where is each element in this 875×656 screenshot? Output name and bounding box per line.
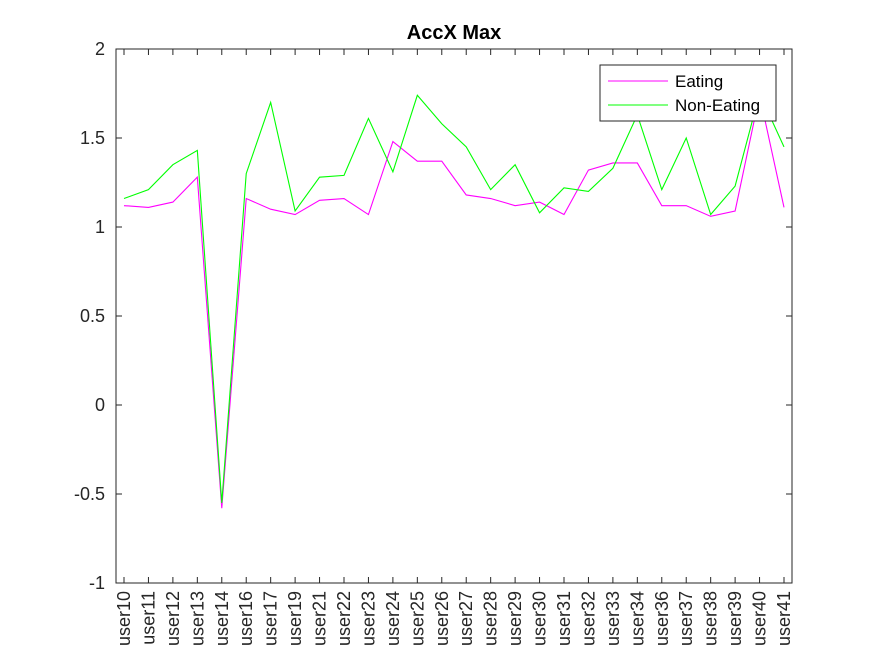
x-tick-label: user14: [212, 591, 232, 646]
x-tick-label: user36: [652, 591, 672, 646]
x-tick-label: user31: [554, 591, 574, 646]
x-tick-label: user24: [383, 591, 403, 646]
x-tick-label: user12: [163, 591, 183, 646]
y-tick-label: 0: [95, 395, 105, 415]
x-tick-label: user32: [578, 591, 598, 646]
y-tick-label: -0.5: [74, 484, 105, 504]
x-tick-label: user33: [603, 591, 623, 646]
x-tick-label: user34: [627, 591, 647, 646]
x-tick-label: user26: [432, 591, 452, 646]
x-tick-label: user22: [334, 591, 354, 646]
series-layer: [123, 91, 785, 509]
x-tick-label: user30: [530, 591, 550, 646]
legend: Eating Non-Eating: [599, 64, 777, 122]
x-tick-label: user10: [114, 591, 134, 646]
plot-area: [116, 49, 792, 583]
y-tick-label: 1: [95, 217, 105, 237]
legend-label: Eating: [675, 72, 723, 91]
x-tick-label: user25: [407, 591, 427, 646]
chart-title: AccX Max: [407, 22, 502, 44]
x-tick-label: user16: [236, 591, 256, 646]
legend-label: Non-Eating: [675, 96, 760, 115]
x-tick-label: user41: [774, 591, 794, 646]
series-line-non-eating: [123, 91, 785, 503]
y-tick-label: 2: [95, 39, 105, 59]
x-tick-label: user27: [456, 591, 476, 646]
x-tick-label: user38: [701, 591, 721, 646]
y-tick-label: 0.5: [80, 306, 105, 326]
x-tick-label: user40: [750, 591, 770, 646]
x-tick-label: user13: [187, 591, 207, 646]
x-tick-label: user37: [676, 591, 696, 646]
series-line-eating: [123, 95, 785, 509]
x-tick-label: user17: [261, 591, 281, 646]
y-tick-label: 1.5: [80, 128, 105, 148]
x-tick-label: user29: [505, 591, 525, 646]
x-tick-label: user39: [725, 591, 745, 646]
x-tick-label: user21: [310, 591, 330, 646]
x-tick-label: user28: [481, 591, 501, 646]
y-tick-label: -1: [89, 573, 105, 593]
x-tick-label: user11: [138, 591, 158, 645]
x-tick-label: user19: [285, 591, 305, 646]
x-tick-label: user23: [358, 591, 378, 646]
legend-box: [599, 64, 777, 122]
